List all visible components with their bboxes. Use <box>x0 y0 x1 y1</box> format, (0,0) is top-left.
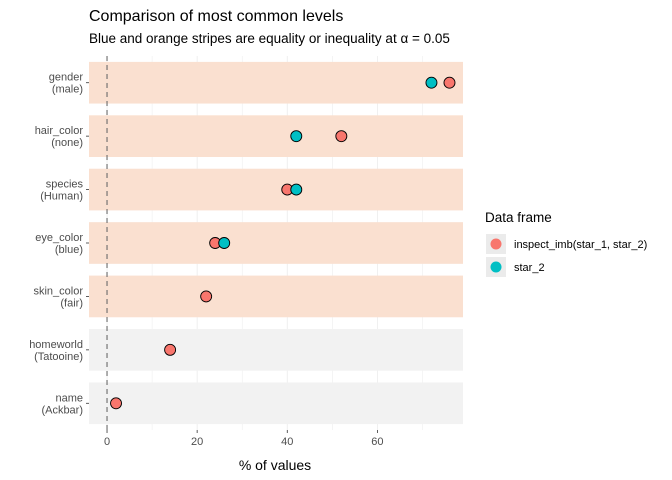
y-tick-label-level: (none) <box>51 137 83 149</box>
x-tick-label: 60 <box>371 436 383 448</box>
y-tick-label-level: (Tatooine) <box>34 351 83 363</box>
legend-entry-label: star_2 <box>514 262 545 274</box>
x-tick-label: 40 <box>281 436 293 448</box>
y-tick-label-column: species <box>46 179 84 191</box>
chart-subtitle: Blue and orange stripes are equality or … <box>89 31 450 46</box>
x-axis-label: % of values <box>239 457 311 473</box>
data-point-star-2 <box>290 130 303 143</box>
y-tick-label-column: hair_color <box>35 125 84 137</box>
row-stripe <box>89 382 463 425</box>
row-stripe <box>89 61 463 104</box>
row-stripe <box>89 168 463 211</box>
legend-key-point <box>490 238 502 250</box>
data-point-star-2 <box>290 183 303 196</box>
data-point-star-2 <box>218 237 231 249</box>
row-stripe <box>89 275 463 318</box>
y-tick-label-column: eye_color <box>35 232 83 244</box>
row-stripe <box>89 115 463 157</box>
legend-entry-label: inspect_imb(star_1, star_2) <box>514 239 647 251</box>
data-point-inspect-imb <box>110 397 122 410</box>
y-tick-label-level: (blue) <box>55 244 83 256</box>
y-tick-label-column: gender <box>49 72 84 84</box>
y-tick-label-column: homeworld <box>29 339 83 351</box>
y-tick-label-level: (Ackbar) <box>41 404 83 416</box>
x-tick-label: 20 <box>191 436 203 448</box>
data-point-inspect-imb <box>335 130 348 143</box>
row-stripe <box>89 222 463 264</box>
y-tick-label-column: skin_color <box>33 285 83 297</box>
row-stripe <box>89 329 463 371</box>
y-tick-label-column: name <box>55 392 83 404</box>
y-tick-label-level: (male) <box>52 84 83 96</box>
chart-title: Comparison of most common levels <box>89 8 343 25</box>
legend-key-point <box>490 261 502 273</box>
y-tick-label-level: (fair) <box>60 297 83 309</box>
plot-area: gender(male) hair_color(none) species(Huma… <box>29 56 463 448</box>
data-point-inspect-imb <box>443 76 456 89</box>
data-point-inspect-imb <box>164 343 177 356</box>
legend-title: Data frame <box>485 210 552 225</box>
x-tick-label: 0 <box>104 436 110 448</box>
data-point-inspect-imb <box>200 290 213 303</box>
data-point-star-2 <box>425 76 438 89</box>
legend: Data frame inspect_imb(star_1, star_2)st… <box>485 210 647 277</box>
y-tick-label-level: (Human) <box>40 191 83 203</box>
